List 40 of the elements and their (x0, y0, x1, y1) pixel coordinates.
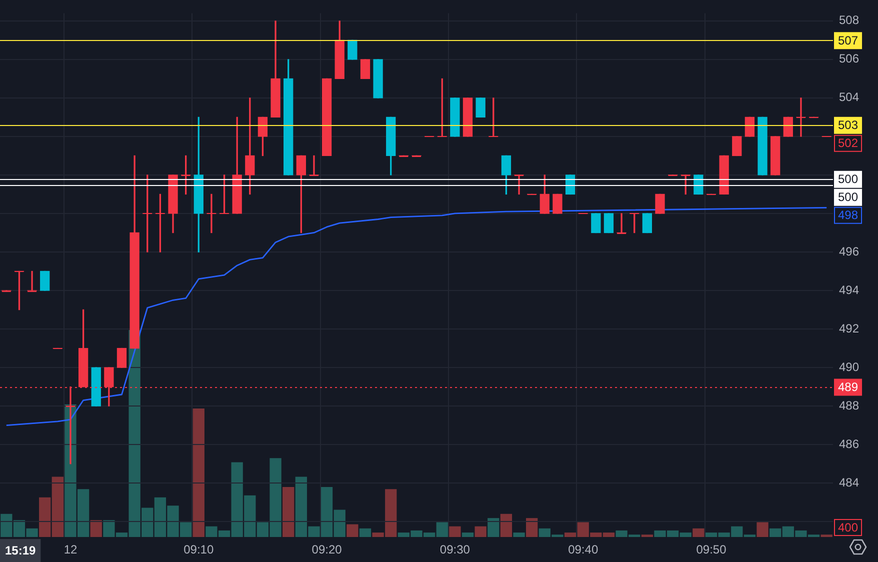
bar (346, 524, 358, 537)
y-tick-label: 504 (839, 90, 860, 104)
bar (488, 518, 500, 537)
bar (282, 487, 294, 537)
y-tick-label: 486 (839, 436, 860, 451)
text: 15:19 (5, 543, 36, 558)
bar (756, 522, 768, 537)
x-tick-label: 09:50 (696, 542, 727, 557)
text: 502 (838, 136, 858, 150)
bar (90, 520, 102, 537)
candlestick (27, 270, 38, 292)
y-tick-label: 490 (839, 360, 860, 374)
x-tick-label: 09:30 (440, 542, 470, 557)
ref-line-label: 507 (838, 33, 858, 48)
y-tick-label: 506 (839, 52, 860, 66)
bar (359, 528, 372, 537)
legend-label: 500 (838, 190, 858, 204)
x-tick-label: 09:40 (568, 542, 598, 557)
x-tick-label: 09:20 (312, 542, 342, 557)
y-tick-label: 492 (839, 321, 860, 336)
x-tick-label: 09:10 (184, 542, 214, 557)
data-label: 498 (838, 208, 858, 222)
bar (692, 528, 704, 537)
ref-line-label: 500 (838, 172, 858, 186)
text: 400 (838, 520, 858, 534)
bar (500, 514, 512, 537)
ref-line-label: 489 (838, 380, 858, 394)
y-tick-label: 494 (839, 282, 860, 297)
y-tick-label: 508 (839, 13, 860, 28)
bar (513, 532, 525, 537)
bar (474, 526, 486, 537)
y-tick-label: 488 (839, 398, 860, 412)
y-tick-label: 484 (839, 475, 860, 490)
y-tick-label: 496 (839, 244, 860, 258)
ref-line-label: 503 (838, 118, 858, 132)
bar (192, 408, 204, 537)
bar (462, 532, 474, 537)
bar (449, 526, 461, 537)
x-tick-label: 12 (64, 542, 78, 557)
bar (526, 518, 538, 537)
